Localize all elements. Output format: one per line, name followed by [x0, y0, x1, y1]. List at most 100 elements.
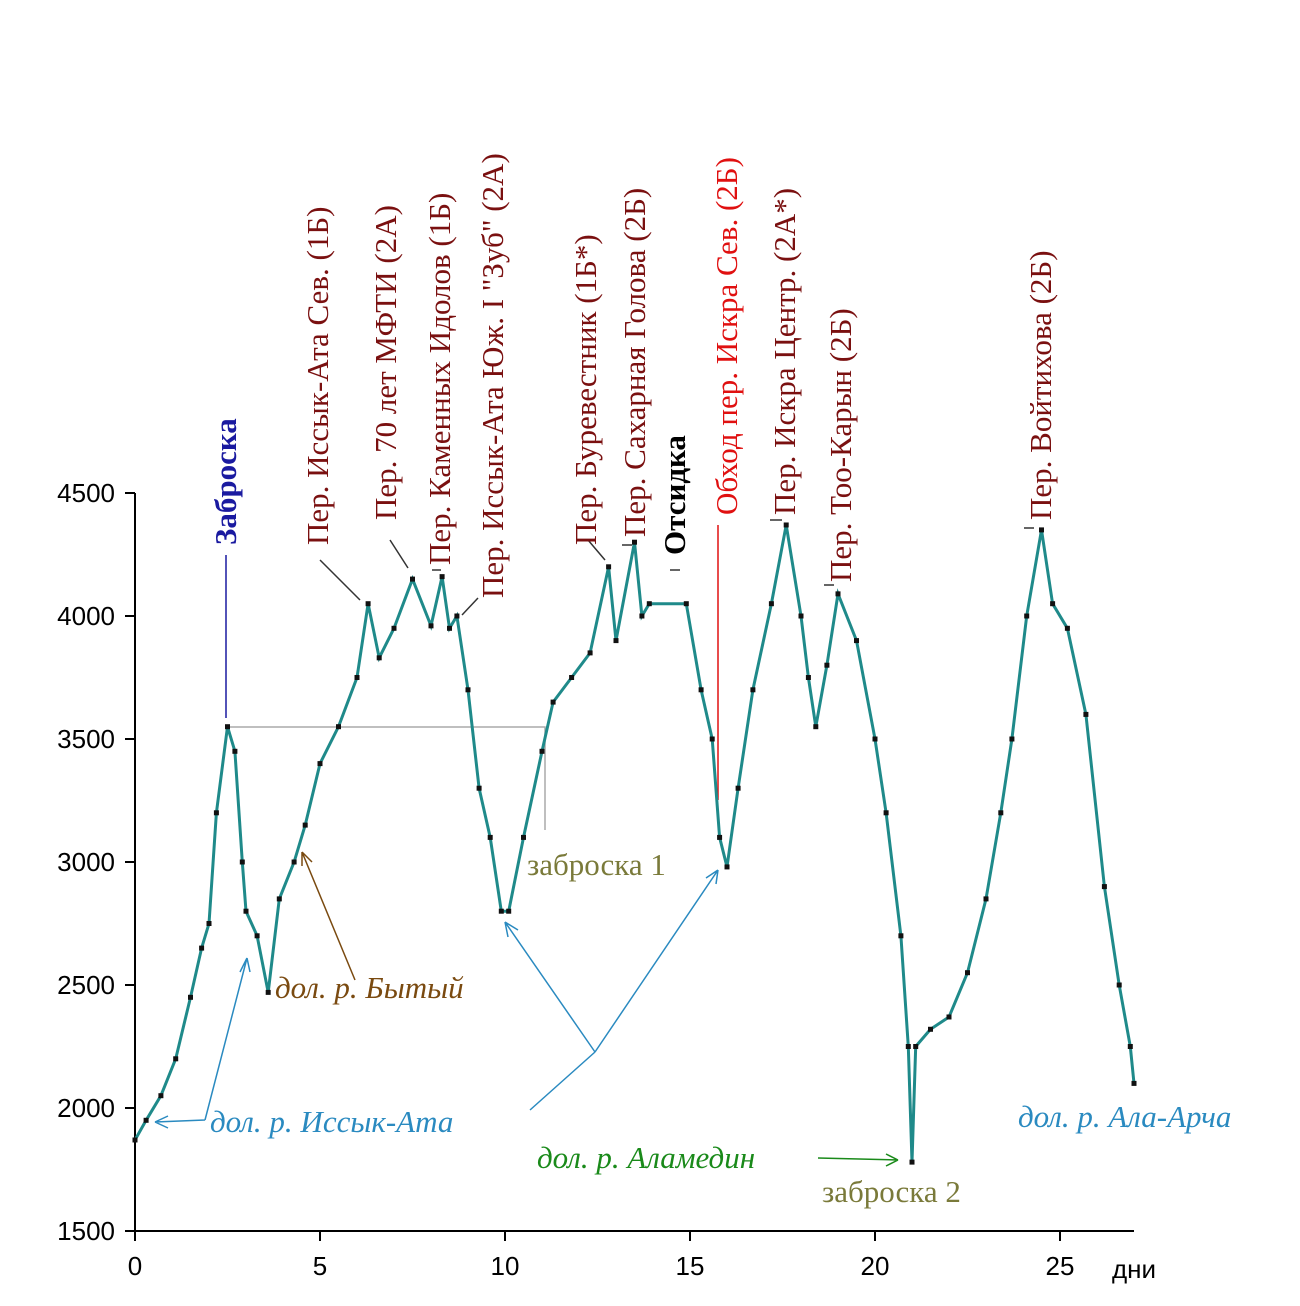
point [872, 736, 878, 742]
point [632, 539, 637, 545]
point [883, 810, 889, 816]
x-tick-label: 0 [128, 1251, 142, 1281]
point [898, 933, 904, 939]
x-tick-label: 25 [1046, 1251, 1075, 1281]
annotation: Пер. Войтихова (2Б) [1023, 250, 1058, 520]
x-tick-label: 5 [313, 1251, 327, 1281]
annotation: заброска 2 [822, 1174, 961, 1209]
point [291, 859, 297, 865]
point [1009, 736, 1015, 742]
point [835, 591, 841, 597]
y-tick-label: 2000 [57, 1093, 115, 1123]
point [539, 748, 545, 754]
arrow [817, 1153, 899, 1167]
point [239, 859, 245, 865]
point [983, 896, 989, 902]
point [302, 822, 308, 828]
point [550, 699, 556, 705]
annotation: Пер. 70 лет МФТИ (2А) [368, 205, 403, 520]
y-tick-label: 2500 [57, 970, 115, 1000]
annotation: дол. р. Аламедин [537, 1140, 755, 1175]
point [1064, 625, 1070, 631]
annotation: Заброска [208, 418, 243, 545]
connectors [154, 519, 1034, 1167]
annotation: дол. р. Ала-Арча [1018, 1099, 1231, 1134]
point [768, 601, 774, 607]
point [232, 748, 238, 754]
point [376, 655, 382, 661]
point [132, 1137, 138, 1143]
annotation: дол. р. Бытый [275, 970, 464, 1005]
connector [461, 597, 479, 616]
x-tick-label: 20 [861, 1251, 890, 1281]
arrow [154, 869, 719, 1129]
y-tick-label: 3500 [57, 724, 115, 754]
point [909, 1159, 915, 1165]
annotation: Обход пер. Искра Сев. (2Б) [709, 157, 744, 515]
point [199, 945, 205, 951]
point [646, 601, 652, 607]
point [521, 834, 526, 840]
point [410, 576, 415, 582]
y-tick-label: 4500 [57, 478, 115, 508]
point [243, 908, 249, 914]
point [606, 564, 612, 570]
point [928, 1026, 933, 1032]
point [805, 675, 811, 680]
point [709, 736, 715, 742]
point [454, 613, 460, 619]
point [587, 650, 593, 656]
point [1039, 527, 1044, 533]
point [487, 834, 493, 840]
point [613, 638, 619, 644]
connector [319, 559, 361, 601]
point [717, 834, 723, 840]
annotation: Отсидка [657, 435, 692, 555]
x-axis-label: дни [1112, 1254, 1156, 1284]
point [946, 1014, 952, 1020]
point [158, 1093, 164, 1099]
point [1083, 711, 1089, 717]
point [783, 522, 789, 528]
y-tick-label: 3000 [57, 847, 115, 877]
point [683, 601, 689, 607]
point [365, 601, 371, 607]
point [276, 896, 282, 902]
point [905, 1044, 911, 1049]
point [439, 574, 445, 580]
point [254, 933, 260, 939]
point [447, 625, 452, 631]
connector [389, 539, 409, 569]
x-tick-label: 10 [491, 1251, 520, 1281]
point [143, 1117, 149, 1123]
connector [228, 726, 546, 830]
point [1101, 884, 1107, 890]
annotation: Пер. Сахарная Голова (2Б) [617, 188, 652, 537]
annotation: Пер. Буревестник (1Б*) [568, 234, 603, 545]
y-tick-label: 4000 [57, 601, 115, 631]
profile-line [133, 524, 1136, 1163]
point [354, 675, 360, 680]
point [1127, 1044, 1133, 1049]
point [498, 908, 504, 914]
point [824, 662, 830, 668]
point [188, 994, 193, 1000]
point [998, 810, 1004, 816]
point [506, 908, 512, 914]
point [798, 613, 804, 619]
point [173, 1056, 179, 1062]
point [225, 724, 230, 730]
point [213, 810, 219, 816]
point [465, 687, 471, 693]
point [317, 761, 323, 767]
point [206, 921, 212, 926]
point [698, 687, 704, 693]
point [1024, 613, 1030, 619]
annotation: Пер. Иссык-Ата Юж. I "Зуб" (2А) [475, 153, 510, 598]
point [750, 687, 756, 693]
annotation: Пер. Каменных Идолов (1Б) [422, 193, 457, 565]
point [476, 785, 482, 791]
point [913, 1044, 919, 1049]
annotation: заброска 1 [527, 847, 666, 882]
